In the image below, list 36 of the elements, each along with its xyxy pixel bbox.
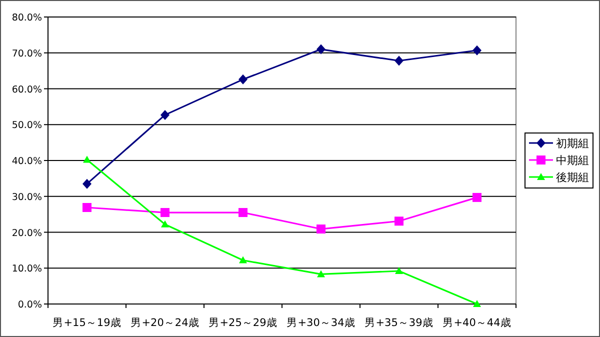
y-tick-label: 60.0%	[12, 84, 42, 96]
point	[83, 156, 91, 163]
x-tick-label: 男+25～29歳	[208, 316, 278, 329]
legend-label: 初期組	[556, 137, 589, 150]
x-tick-label: 男+15～19歳	[52, 316, 122, 329]
y-tick-label: 30.0%	[12, 192, 42, 203]
point	[238, 74, 248, 84]
legend-label: 後期組	[556, 171, 589, 184]
y-tick-label: 40.0%	[12, 156, 42, 167]
point	[238, 208, 248, 218]
point	[160, 208, 170, 218]
y-tick-label: 70.0%	[12, 48, 42, 60]
x-tick-label: 男+35～39歳	[364, 316, 434, 329]
y-tick-label: 50.0%	[12, 120, 42, 132]
point	[82, 202, 92, 212]
point	[394, 216, 404, 226]
point	[317, 270, 325, 278]
x-tick-label: 男+40～44歳	[442, 316, 512, 329]
x-tick-label: 男+30～34歳	[286, 316, 356, 329]
point	[316, 224, 326, 234]
x-tick-label: 男+20～24歳	[130, 316, 200, 329]
point	[472, 45, 482, 56]
point	[316, 44, 326, 54]
point	[82, 178, 92, 189]
point	[472, 192, 482, 202]
y-tick-label: 20.0%	[12, 228, 42, 239]
point	[161, 220, 169, 228]
point	[239, 256, 247, 264]
point	[160, 110, 170, 120]
y-tick-label: 0.0%	[18, 300, 42, 310]
point	[473, 300, 481, 307]
y-tick-label: 10.0%	[12, 264, 42, 275]
y-tick-label: 80.0%	[12, 12, 42, 24]
legend-label: 中期組	[556, 154, 589, 167]
point	[394, 56, 404, 66]
point	[395, 266, 403, 274]
